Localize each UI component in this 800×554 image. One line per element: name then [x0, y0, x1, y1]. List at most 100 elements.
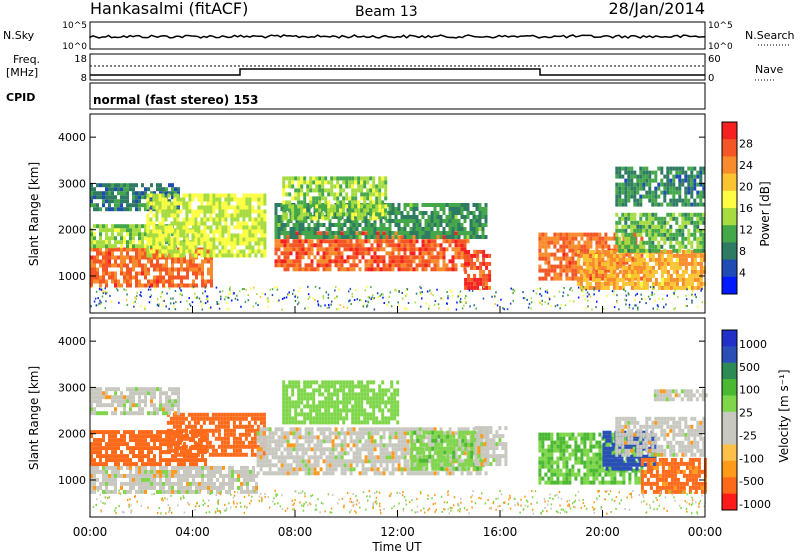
- heatmap-cell: [586, 236, 590, 241]
- heatmap-cell: [460, 203, 464, 207]
- heatmap-cell: [633, 216, 637, 221]
- heatmap-cell: [406, 235, 410, 239]
- heatmap-cell: [114, 195, 117, 200]
- heatmap-cell: [161, 304, 163, 307]
- heatmap-cell: [627, 244, 631, 249]
- heatmap-cell: [427, 251, 431, 256]
- heatmap-cell: [129, 267, 132, 272]
- heatmap-cell: [165, 240, 168, 245]
- heatmap-cell: [208, 440, 212, 445]
- station-title: Hankasalmi (fitACF): [90, 0, 248, 18]
- heatmap-cell: [397, 203, 401, 207]
- heatmap-cell: [370, 235, 374, 239]
- heatmap-cell: [678, 253, 682, 258]
- heatmap-cell: [109, 294, 111, 297]
- heatmap-cell: [206, 245, 210, 250]
- heatmap-cell: [592, 236, 596, 241]
- heatmap-cell: [176, 197, 180, 202]
- heatmap-cell: [615, 170, 619, 175]
- heatmap-cell: [687, 228, 691, 233]
- heatmap-cell: [553, 295, 556, 298]
- heatmap-cell: [216, 301, 218, 303]
- heatmap-cell: [164, 213, 168, 218]
- heatmap-cell: [301, 267, 305, 272]
- heatmap-cell: [642, 244, 646, 249]
- heatmap-cell: [286, 235, 290, 240]
- heatmap-cell: [126, 458, 129, 463]
- heatmap-cell: [165, 438, 168, 443]
- heatmap-cell: [129, 473, 132, 478]
- heatmap-cell: [657, 224, 661, 229]
- heatmap-cell: [488, 285, 492, 290]
- heatmap-cell: [310, 219, 314, 223]
- heatmap-cell: [93, 438, 96, 443]
- heatmap-cell: [173, 193, 177, 198]
- heatmap-cell: [212, 205, 216, 210]
- heatmap-cell: [117, 224, 120, 229]
- heatmap-cell: [150, 450, 153, 455]
- heatmap-cell: [598, 236, 602, 241]
- heatmap-cell: [595, 240, 599, 245]
- heatmap-cell: [312, 180, 316, 185]
- heatmap-cell: [196, 412, 200, 417]
- heatmap-cell: [448, 259, 452, 264]
- heatmap-cell: [260, 197, 264, 202]
- heatmap-cell: [238, 432, 242, 437]
- heatmap-cell: [105, 454, 108, 459]
- heatmap-cell: [108, 187, 111, 192]
- heatmap-cell: [295, 247, 299, 252]
- heatmap-cell: [192, 259, 195, 264]
- heatmap-cell: [472, 223, 476, 227]
- heatmap-cell: [153, 469, 156, 474]
- heatmap-cell: [135, 489, 138, 494]
- heatmap-cell: [330, 184, 334, 189]
- heatmap-cell: [135, 297, 137, 300]
- heatmap-cell: [219, 473, 222, 478]
- heatmap-cell: [120, 251, 123, 256]
- heatmap-cell: [677, 296, 679, 299]
- heatmap-cell: [669, 198, 673, 203]
- heatmap-cell: [669, 202, 673, 207]
- heatmap-cell: [206, 201, 210, 206]
- heatmap-cell: [277, 235, 281, 239]
- heatmap-cell: [236, 209, 240, 214]
- heatmap-cell: [242, 201, 246, 206]
- heatmap-cell: [310, 259, 314, 264]
- heatmap-cell: [562, 248, 566, 253]
- heatmap-cell: [135, 462, 138, 467]
- heatmap-cell: [457, 219, 461, 223]
- heatmap-cell: [666, 257, 670, 262]
- heatmap-cell: [239, 241, 243, 246]
- heatmap-cell: [645, 178, 649, 183]
- heatmap-cell: [357, 216, 361, 221]
- heatmap-cell: [203, 229, 207, 234]
- heatmap-cell: [171, 259, 174, 264]
- heatmap-cell: [99, 263, 102, 268]
- heatmap-cell: [633, 174, 637, 179]
- heatmap-cell: [585, 288, 587, 291]
- heatmap-cell: [397, 235, 401, 240]
- heatmap-cell: [457, 243, 461, 248]
- heatmap-cell: [287, 293, 289, 296]
- heatmap-cell: [96, 247, 99, 252]
- heatmap-cell: [182, 205, 186, 210]
- heatmap-cell: [200, 205, 204, 210]
- heatmap-cell: [123, 271, 126, 276]
- heatmap-cell: [334, 251, 338, 256]
- heatmap-cell: [195, 232, 198, 237]
- heatmap-cell: [424, 219, 428, 223]
- heatmap-cell: [412, 243, 416, 248]
- heatmap-cell: [108, 275, 111, 280]
- heatmap-cell: [254, 193, 258, 198]
- heatmap-cell: [303, 196, 307, 201]
- heatmap-cell: [184, 424, 188, 429]
- heatmap-cell: [177, 187, 180, 192]
- heatmap-cell: [165, 430, 168, 435]
- heatmap-cell: [96, 207, 99, 212]
- heatmap-cell: [418, 235, 422, 239]
- heatmap-cell: [454, 243, 458, 248]
- heatmap-cell: [230, 292, 232, 295]
- heatmap-cell: [639, 281, 643, 286]
- heatmap-cell: [138, 263, 141, 268]
- heatmap-cell: [630, 166, 634, 171]
